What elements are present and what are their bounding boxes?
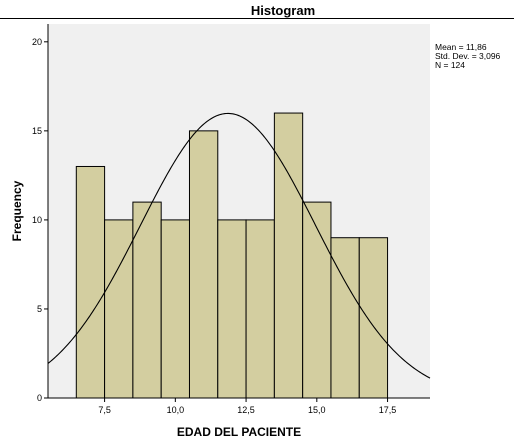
chart-title: Histogram (251, 3, 315, 18)
normal-curve-line (47, 112, 431, 379)
histogram-bar (245, 219, 275, 399)
x-tick-label: 12,5 (237, 405, 255, 415)
y-axis-label: Frequency (10, 180, 24, 241)
bars-group (75, 112, 389, 399)
x-axis-label: EDAD DEL PACIENTE (177, 425, 301, 439)
stats-line: N = 124 (435, 60, 465, 70)
histogram-bar (217, 219, 247, 399)
x-tick-label: 7,5 (98, 405, 111, 415)
histogram-bar (104, 219, 134, 399)
histogram-bar (302, 201, 332, 399)
x-tick-label: 17,5 (379, 405, 397, 415)
stats-line: Std. Dev. = 3,096 (435, 51, 501, 61)
histogram-bar (132, 201, 162, 399)
histogram-bar (273, 112, 304, 399)
histogram-bar (188, 130, 219, 399)
x-tick-label: 10,0 (167, 405, 185, 415)
stats-line: Mean = 11,86 (435, 42, 487, 52)
y-tick-label: 0 (37, 393, 42, 403)
y-tick-label: 15 (32, 126, 42, 136)
histogram-bar (75, 165, 106, 399)
y-tick-label: 20 (32, 37, 42, 47)
histogram-bar (330, 237, 360, 399)
histogram-bar (358, 237, 389, 399)
x-ticks-group: 7,5 10,0 12,5 15,0 17,5 (98, 398, 396, 415)
histogram-bar (160, 219, 190, 399)
y-tick-label: 5 (37, 304, 42, 314)
x-tick-label: 15,0 (308, 405, 326, 415)
y-ticks-group: 0 5 10 15 20 (32, 37, 48, 403)
y-tick-label: 10 (32, 215, 42, 225)
